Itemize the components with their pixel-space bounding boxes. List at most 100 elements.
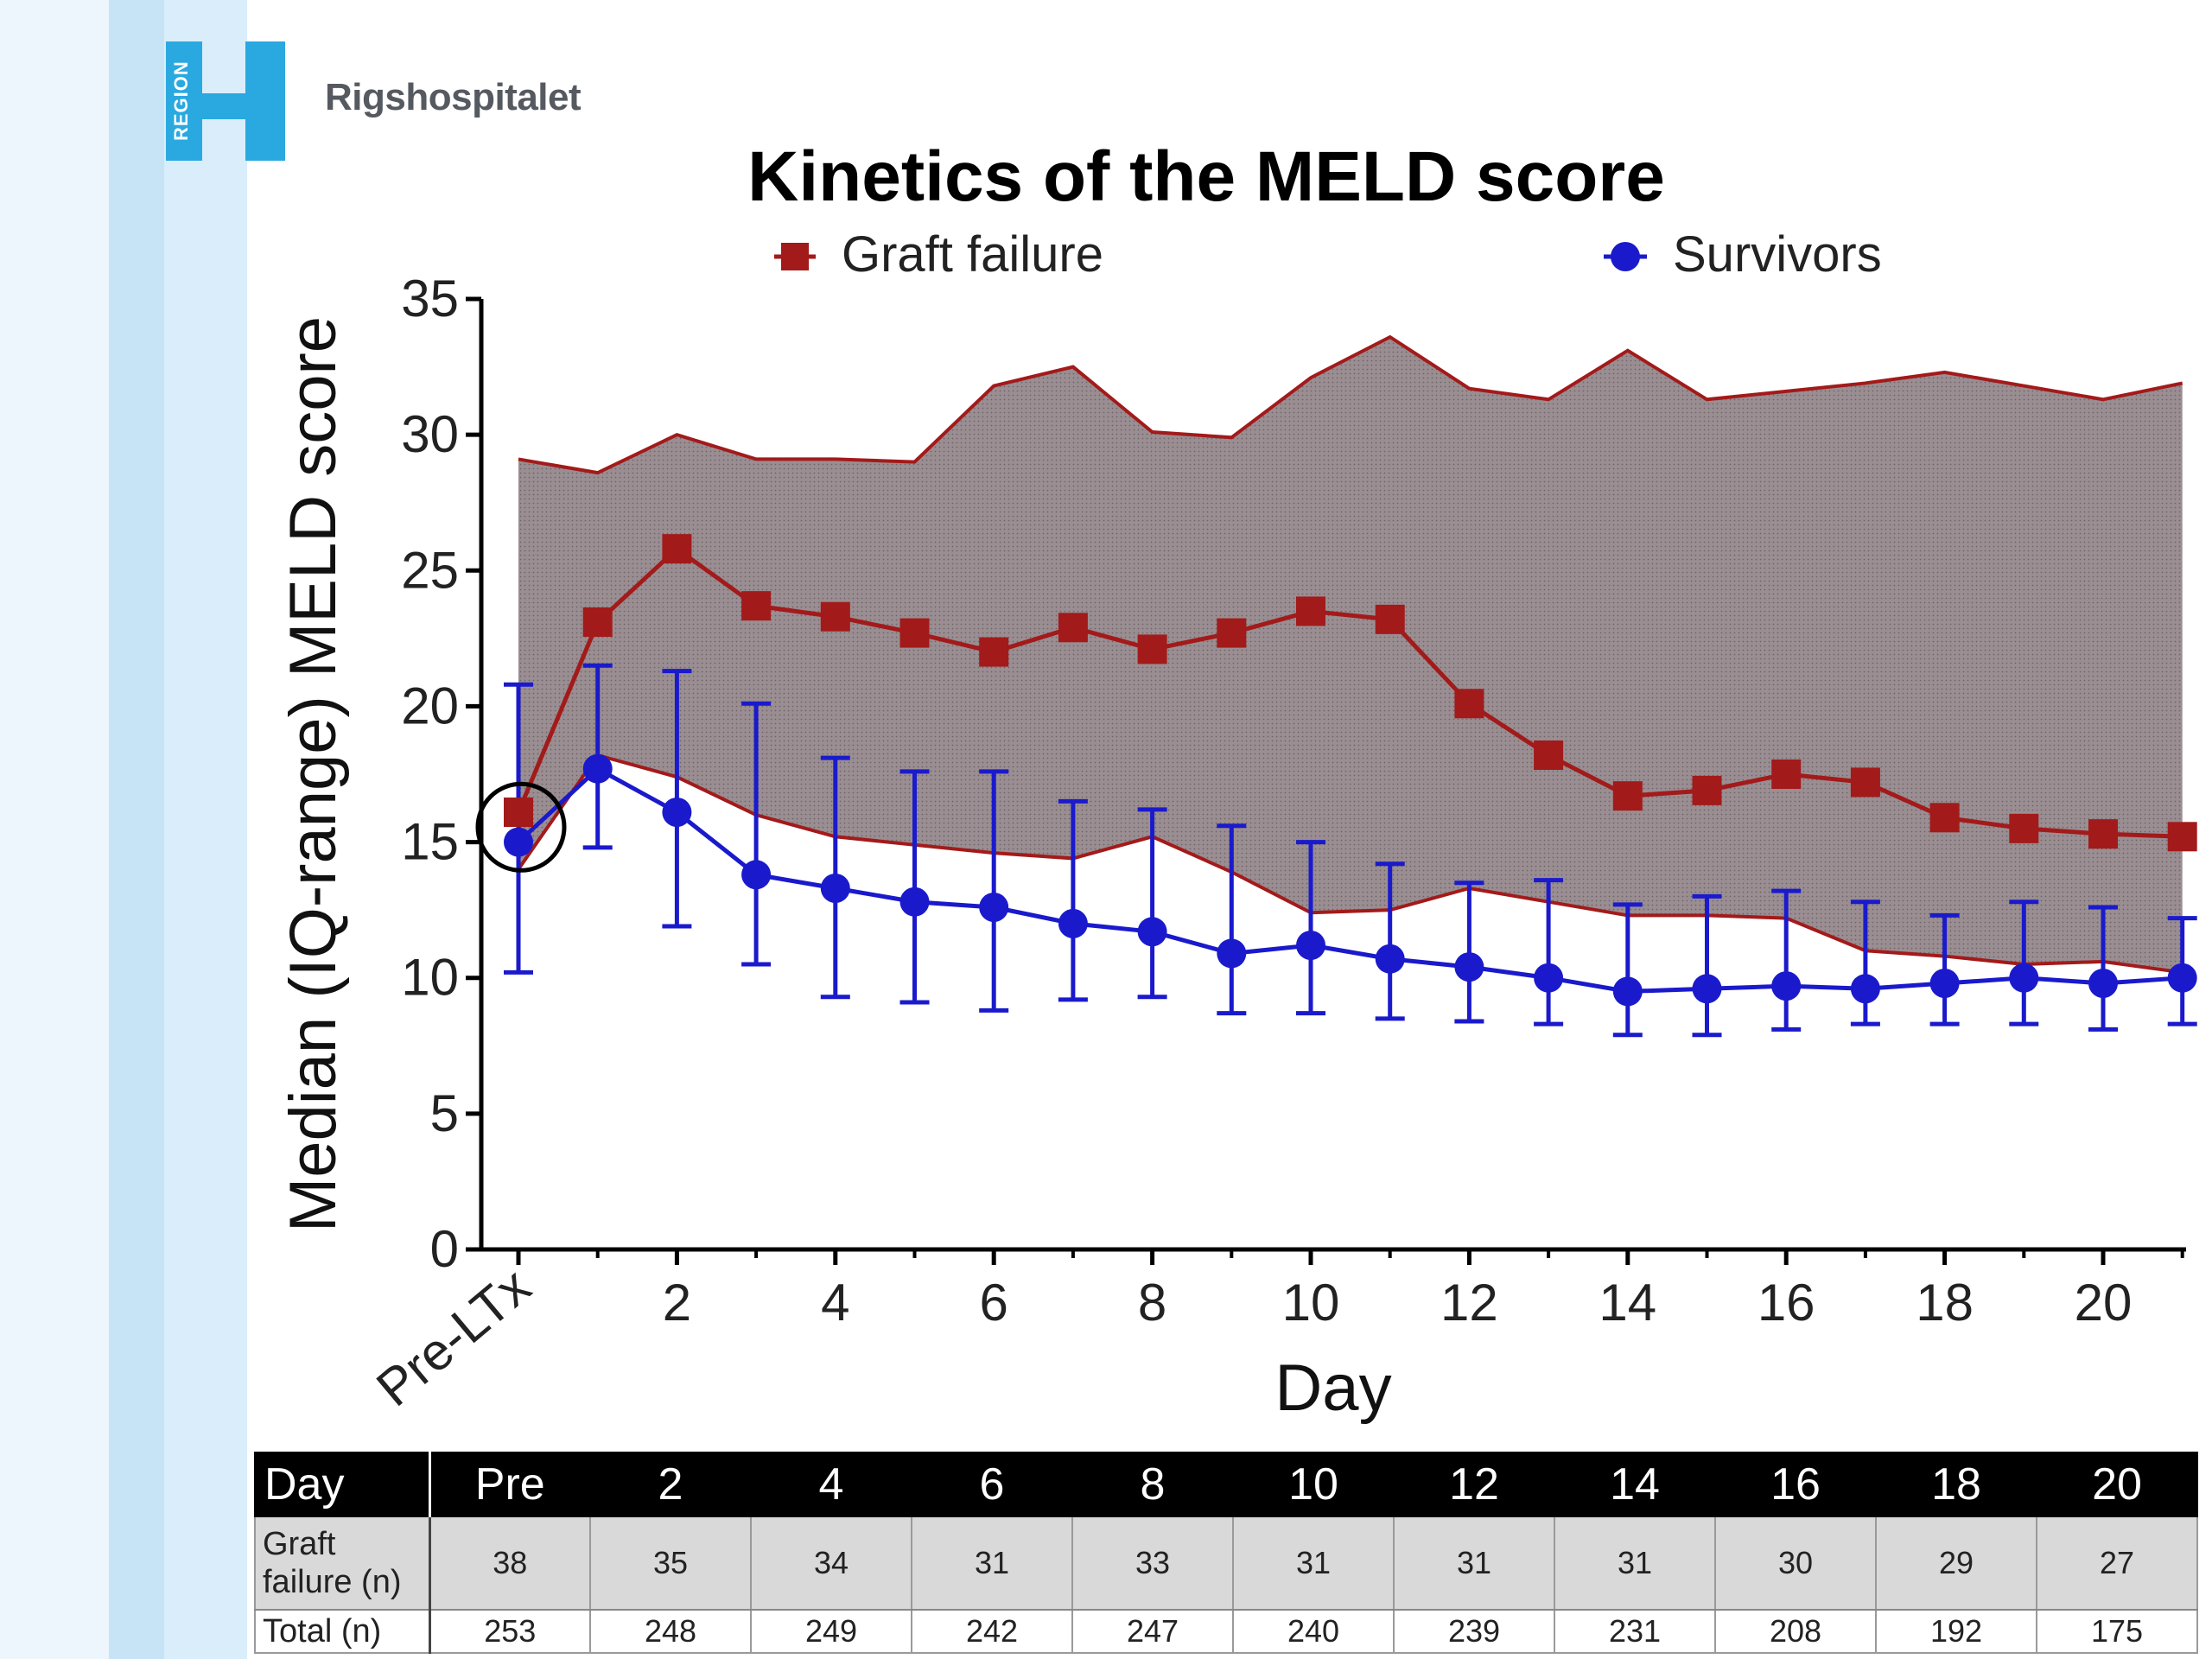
table-cell: 38 — [429, 1516, 591, 1611]
table-cell: 248 — [589, 1609, 752, 1654]
table-header-cell: 10 — [1232, 1452, 1395, 1517]
row-label-graft-failure: Graft failure (n) — [254, 1516, 431, 1611]
graft-failure-point — [582, 607, 613, 637]
table-cell: 29 — [1875, 1516, 2037, 1611]
graft-failure-point — [1454, 689, 1484, 719]
meld-chart: Kinetics of the MELD score Graft failure S… — [276, 137, 2197, 1425]
x-tick-label: 4 — [821, 1274, 849, 1332]
table-cell: 33 — [1071, 1516, 1234, 1611]
y-tick-label: 5 — [430, 1084, 459, 1142]
table-header-row: Day Pre 2 4 6 8 10 12 14 16 18 20 — [254, 1452, 2198, 1517]
graft-failure-point — [1534, 741, 1564, 770]
table-cell: 253 — [429, 1609, 591, 1654]
y-tick-label: 0 — [430, 1220, 459, 1278]
graft-failure-point — [1929, 803, 1960, 833]
survivors-point — [1454, 952, 1484, 982]
survivors-point — [1612, 976, 1643, 1007]
survivors-point — [1850, 974, 1880, 1004]
counts-table: Day Pre 2 4 6 8 10 12 14 16 18 20 Graft f… — [254, 1452, 2198, 1654]
graft-failure-point — [820, 601, 850, 632]
table-cell: 239 — [1393, 1609, 1555, 1654]
survivors-point — [1058, 908, 1088, 938]
x-tick-label: 20 — [2075, 1274, 2133, 1332]
table-cell: 31 — [1554, 1516, 1716, 1611]
legend-label-survivors: Survivors — [1673, 226, 1882, 283]
x-tick-label: Pre-LTx — [365, 1257, 541, 1418]
graft-failure-point — [2088, 819, 2118, 849]
graft-failure-point — [2167, 822, 2197, 852]
x-tick-label: 8 — [1138, 1274, 1166, 1332]
survivors-point — [1137, 917, 1167, 947]
graft-failure-iqr-band — [518, 337, 2183, 973]
graft-failure-point — [1137, 634, 1167, 664]
table-cell: 231 — [1554, 1609, 1716, 1654]
table-cell: 247 — [1071, 1609, 1234, 1654]
survivors-point — [1296, 931, 1325, 960]
survivors-point — [1534, 963, 1564, 993]
table-cell: 249 — [750, 1609, 912, 1654]
survivors-median-line — [517, 766, 2183, 994]
table-header-cell: 18 — [1875, 1452, 2037, 1517]
chart-title: Kinetics of the MELD score — [747, 137, 1665, 216]
legend-marker-graft-failure — [781, 243, 809, 270]
graft-failure-point — [1612, 781, 1643, 811]
y-axis-label: Median (IQ-range) MELD score — [276, 316, 350, 1232]
table-cell: 175 — [2036, 1609, 2198, 1654]
table-header-cell: 20 — [2036, 1452, 2198, 1517]
graft-failure-point — [504, 798, 533, 827]
survivors-point — [899, 887, 930, 917]
table-header-cell: Day — [254, 1452, 431, 1517]
x-tick-label: 12 — [1440, 1274, 1498, 1332]
x-tick-label: 6 — [980, 1274, 1008, 1332]
graft-failure-median-line — [516, 545, 2183, 839]
table-header-cell: 14 — [1554, 1452, 1716, 1517]
table-cell: 34 — [750, 1516, 912, 1611]
y-tick-label: 25 — [401, 541, 459, 599]
survivors-point — [979, 893, 1009, 922]
legend-label-graft-failure: Graft failure — [842, 226, 1103, 283]
survivors-point — [582, 753, 613, 784]
table-cell: 192 — [1875, 1609, 2037, 1654]
graft-failure-point — [741, 591, 772, 621]
y-tick-label: 35 — [401, 270, 459, 327]
y-tick-label: 20 — [401, 677, 459, 734]
survivors-point — [662, 798, 692, 827]
graft-failure-point — [662, 534, 692, 564]
table-row-total: Total (n) 253 248 249 242 247 240 239 23… — [254, 1609, 2198, 1654]
survivors-point — [2009, 963, 2039, 993]
table-header-cell: 12 — [1393, 1452, 1555, 1517]
region-h-logo — [166, 41, 285, 161]
survivors-point — [1217, 938, 1247, 969]
table-cell: 242 — [911, 1609, 1073, 1654]
row-label-line: failure (n) — [263, 1564, 402, 1600]
table-cell: 208 — [1714, 1609, 1877, 1654]
survivors-point — [1929, 969, 1960, 998]
graft-failure-q1-line — [517, 753, 2183, 975]
survivors-point — [1692, 974, 1722, 1004]
y-tick-label: 30 — [401, 405, 459, 463]
graft-failure-point — [1850, 767, 1880, 798]
table-cell: 240 — [1232, 1609, 1395, 1654]
graft-failure-point — [2009, 813, 2039, 843]
table-header-cell: 6 — [911, 1452, 1073, 1517]
survivors-point — [1771, 971, 1802, 1001]
x-tick-label: 10 — [1282, 1274, 1340, 1332]
graft-failure-point — [1771, 760, 1802, 789]
left-band-middle — [109, 0, 164, 1659]
table-header-cell: 16 — [1714, 1452, 1877, 1517]
table-cell: 35 — [589, 1516, 752, 1611]
table-row-graft-failure: Graft failure (n) 38 35 34 31 33 31 31 31… — [254, 1516, 2198, 1611]
graft-failure-point — [1217, 618, 1247, 648]
graft-failure-point — [1296, 596, 1325, 626]
x-tick-label: 16 — [1758, 1274, 1815, 1332]
table-cell: 27 — [2036, 1516, 2198, 1611]
table-header-cell: 4 — [750, 1452, 912, 1517]
table-header-cell: 2 — [589, 1452, 752, 1517]
table-header-cell: Pre — [429, 1452, 591, 1517]
x-tick-label: 18 — [1916, 1274, 1974, 1332]
table-cell: 31 — [1393, 1516, 1555, 1611]
left-band-inner — [164, 0, 247, 1659]
pre-ltx-highlight-circle — [475, 781, 567, 873]
survivors-point — [504, 827, 533, 857]
survivors-point — [2167, 963, 2197, 993]
